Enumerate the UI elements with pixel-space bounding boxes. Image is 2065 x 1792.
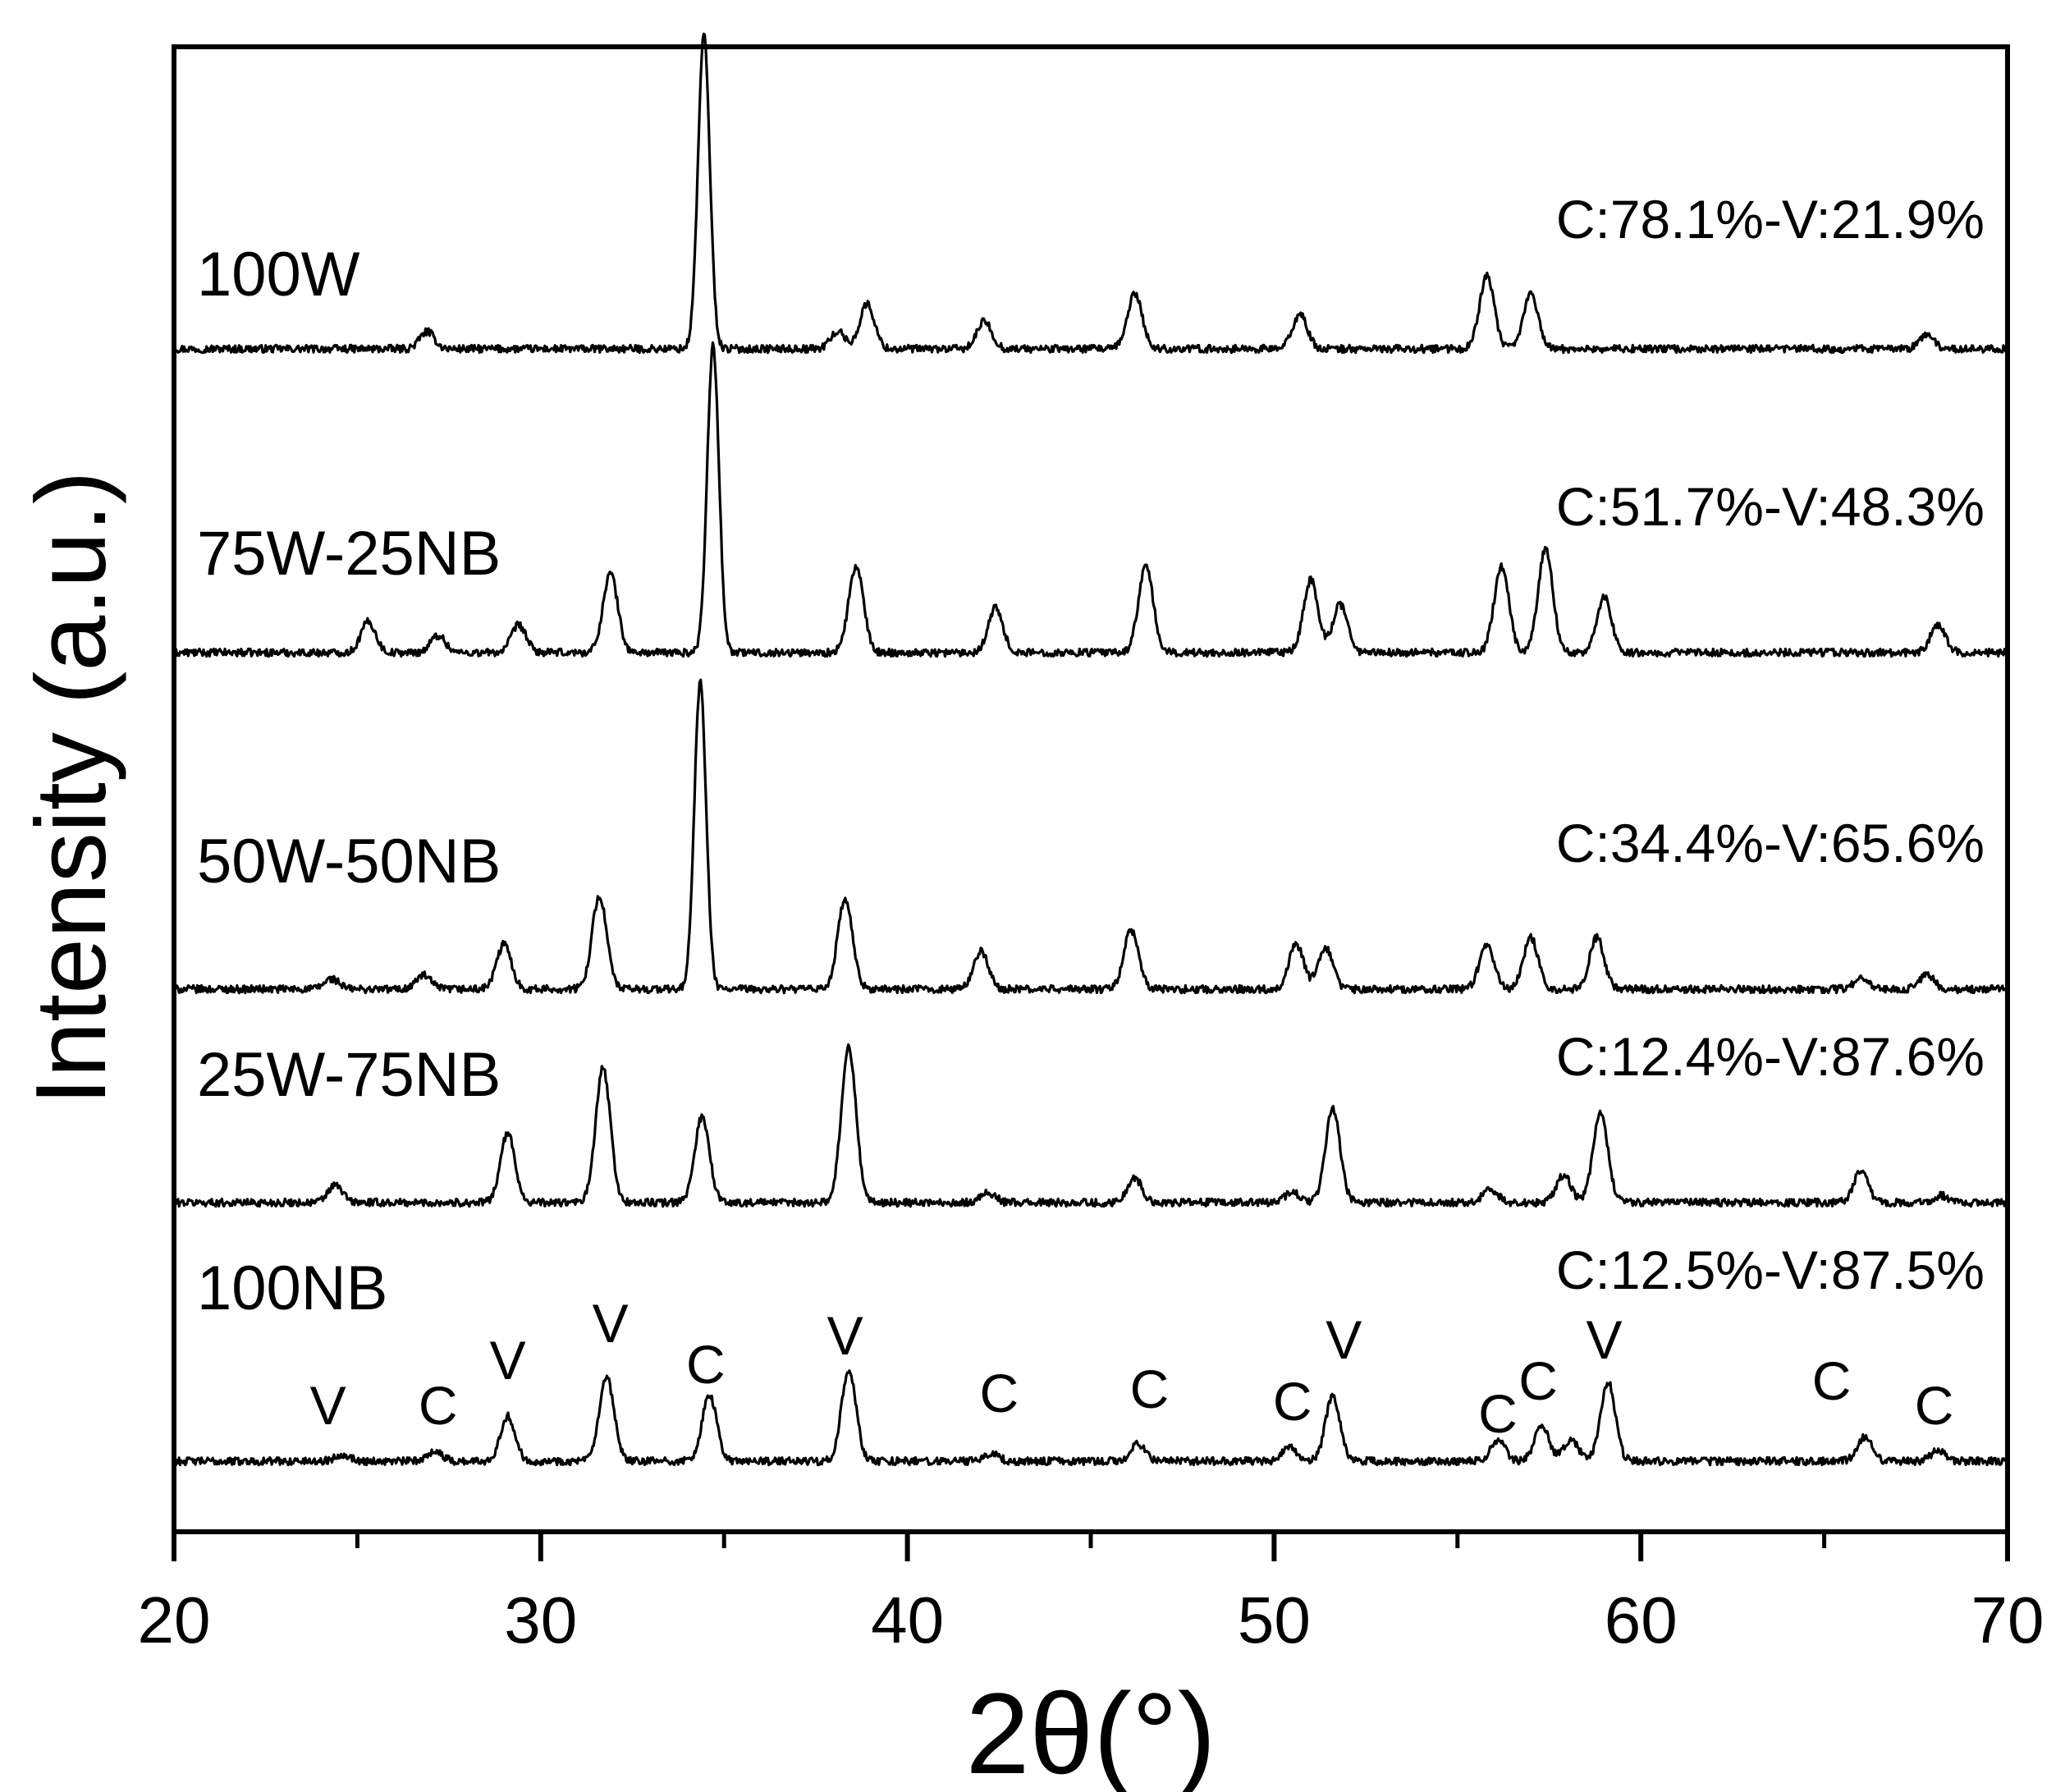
series-line <box>172 1043 2008 1208</box>
y-axis-label: Intensity (a.u.) <box>15 471 126 1106</box>
phase-marker: V <box>1587 1309 1623 1370</box>
series-label: 75W-25NB <box>197 519 501 589</box>
x-tick-label: 40 <box>871 1583 944 1657</box>
composition-annotation: C:12.4%-V:87.6% <box>1556 1026 1985 1087</box>
phase-marker: C <box>1518 1350 1558 1411</box>
phase-marker: C <box>1812 1350 1852 1411</box>
series-labels: 100W 75W-25NB 50W-50NB 25W-75NB 100NB <box>197 240 501 1323</box>
composition-annotations: C:78.1%-V:21.9% C:51.7%-V:48.3% C:34.4%-V:… <box>1556 189 1985 1300</box>
phase-marker: C <box>686 1334 726 1395</box>
phase-marker: C <box>1130 1359 1170 1419</box>
phase-marker: C <box>1915 1375 1954 1436</box>
composition-annotation: C:51.7%-V:48.3% <box>1556 476 1985 537</box>
phase-marker: V <box>827 1305 863 1366</box>
phase-marker: V <box>310 1375 346 1436</box>
composition-annotation: C:12.5%-V:87.5% <box>1556 1240 1985 1300</box>
phase-marker: C <box>979 1363 1019 1423</box>
phase-marker: C <box>1273 1371 1312 1432</box>
phase-marker: V <box>490 1330 526 1391</box>
x-tick-label: 60 <box>1605 1583 1678 1657</box>
composition-annotation: C:34.4%-V:65.6% <box>1556 813 1985 873</box>
phase-marker: C <box>1478 1383 1518 1444</box>
x-tick-label: 50 <box>1238 1583 1311 1657</box>
series-label: 100NB <box>197 1253 387 1323</box>
phase-marker: V <box>593 1293 629 1354</box>
x-tick-label: 70 <box>1971 1583 2044 1657</box>
phase-marker: C <box>419 1375 458 1436</box>
series-line <box>172 1369 2009 1467</box>
phase-marker: V <box>1326 1309 1362 1370</box>
x-tick-label: 20 <box>138 1583 211 1657</box>
series-line <box>172 678 2009 995</box>
series-label: 50W-50NB <box>197 827 501 896</box>
x-axis-ticks: 20 30 40 50 60 70 <box>138 1532 2044 1657</box>
composition-annotation: C:78.1%-V:21.9% <box>1556 189 1985 250</box>
series-line <box>172 32 2009 355</box>
x-tick-label: 30 <box>504 1583 577 1657</box>
series-curves <box>172 32 2009 1467</box>
series-label: 25W-75NB <box>197 1040 501 1110</box>
x-axis-label: 2θ(°) <box>966 1669 1216 1792</box>
series-label: 100W <box>197 240 360 309</box>
series-line <box>172 341 2009 658</box>
